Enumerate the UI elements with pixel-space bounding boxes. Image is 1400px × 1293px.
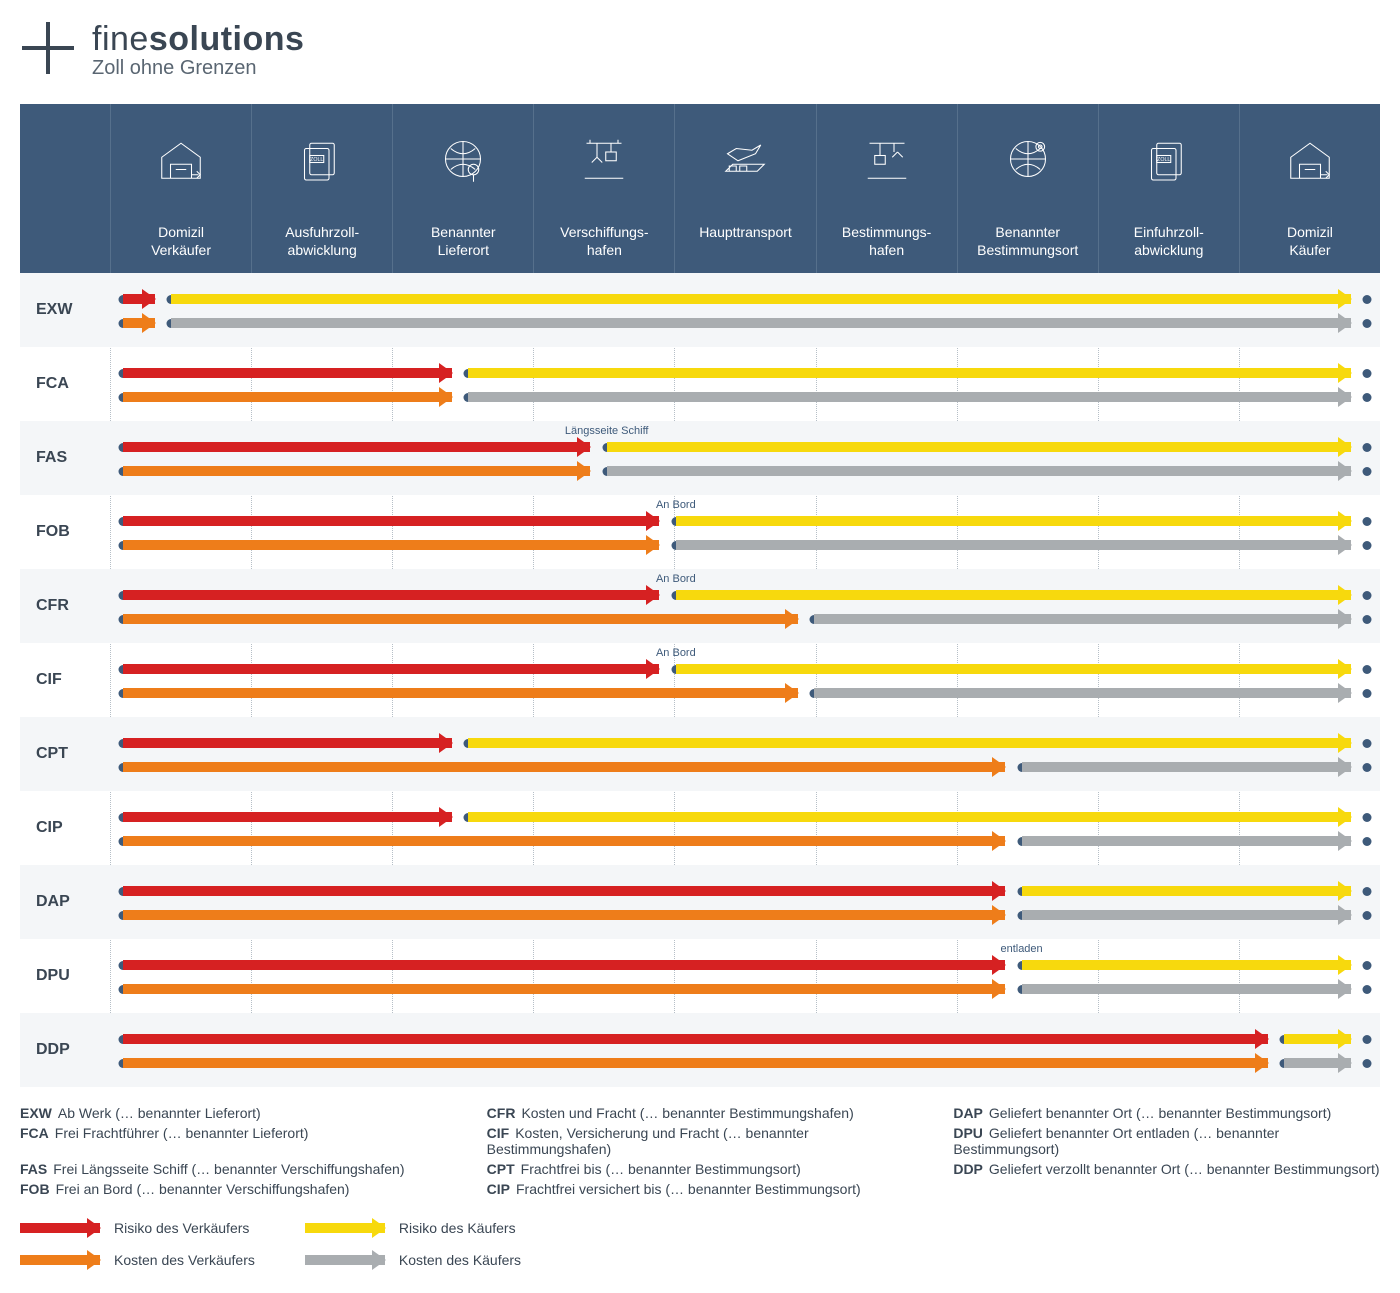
term-row: FOB An Bord xyxy=(20,495,1380,569)
logo-tagline: Zoll ohne Grenzen xyxy=(92,57,304,80)
term-rows: EXWFCAFAS Längsseite Schiff FOB An Bord CFR A… xyxy=(20,273,1380,1087)
column-icon xyxy=(392,104,533,214)
term-code: CIP xyxy=(20,791,110,865)
term-row: CPT xyxy=(20,717,1380,791)
legend-label: Kosten des Verkäufers xyxy=(114,1252,255,1268)
column-label: BenannterLieferort xyxy=(392,214,533,273)
term-code: DAP xyxy=(20,865,110,939)
column-icon xyxy=(674,104,815,214)
term-row: CIF An Bord xyxy=(20,643,1380,717)
term-definition: FOBFrei an Bord (… benannter Verschiffun… xyxy=(20,1181,447,1197)
term-row: DDP xyxy=(20,1013,1380,1087)
term-row: FCA xyxy=(20,347,1380,421)
column-label: Einfuhrzoll-abwicklung xyxy=(1098,214,1239,273)
legend-label: Risiko des Käufers xyxy=(399,1220,516,1236)
legend-label: Risiko des Verkäufers xyxy=(114,1220,249,1236)
term-definition: EXWAb Werk (… benannter Lieferort) xyxy=(20,1105,447,1121)
term-row: EXW xyxy=(20,273,1380,347)
term-code: DPU xyxy=(20,939,110,1013)
column-icon xyxy=(110,104,251,214)
swatch-cost-buyer xyxy=(305,1255,385,1265)
term-definition: CFRKosten und Fracht (… benannter Bestim… xyxy=(487,1105,914,1121)
term-code: EXW xyxy=(20,273,110,347)
column-label: Haupttransport xyxy=(674,214,815,273)
svg-text:ZOLL: ZOLL xyxy=(1157,157,1170,163)
svg-text:ZOLL: ZOLL xyxy=(310,157,323,163)
term-definition: DAPGeliefert benannter Ort (… benannter … xyxy=(953,1105,1380,1121)
column-icon-row: ZOLL ZOLL xyxy=(20,104,1380,214)
term-code: FCA xyxy=(20,347,110,421)
risk-annotation: entladen xyxy=(1000,943,1042,955)
column-label: Verschiffungs-hafen xyxy=(533,214,674,273)
risk-annotation: An Bord xyxy=(656,573,696,585)
column-icon xyxy=(957,104,1098,214)
column-label-row: DomizilVerkäuferAusfuhrzoll-abwicklungBe… xyxy=(20,214,1380,273)
column-label: BenannterBestimmungsort xyxy=(957,214,1098,273)
incoterms-chart: ZOLL ZOLL DomizilVerkäuferAusfuhrzoll-abw… xyxy=(20,104,1380,1087)
term-row: CFR An Bord xyxy=(20,569,1380,643)
logo-mark-icon xyxy=(20,20,78,78)
term-definition xyxy=(953,1181,1380,1197)
term-row: FAS Längsseite Schiff xyxy=(20,421,1380,495)
term-definitions: EXWAb Werk (… benannter Lieferort) CFRKos… xyxy=(20,1105,1380,1197)
column-label: DomizilKäufer xyxy=(1239,214,1380,273)
risk-annotation: An Bord xyxy=(656,499,696,511)
swatch-risk-buyer xyxy=(305,1223,385,1233)
legend-label: Kosten des Käufers xyxy=(399,1252,521,1268)
term-code: CFR xyxy=(20,569,110,643)
logo-wordmark: finesolutions xyxy=(92,20,304,59)
term-code: DDP xyxy=(20,1013,110,1087)
column-label: Bestimmungs-hafen xyxy=(816,214,957,273)
term-row: DPU entladen xyxy=(20,939,1380,1013)
color-legend: Risiko des Verkäufers Risiko des Käufers… xyxy=(20,1215,521,1273)
risk-annotation: Längsseite Schiff xyxy=(565,425,649,437)
term-code: FOB xyxy=(20,495,110,569)
term-row: CIP xyxy=(20,791,1380,865)
swatch-risk-seller xyxy=(20,1223,100,1233)
term-row: DAP xyxy=(20,865,1380,939)
column-label: Ausfuhrzoll-abwicklung xyxy=(251,214,392,273)
swatch-cost-seller xyxy=(20,1255,100,1265)
term-definition: CIFKosten, Versicherung und Fracht (… be… xyxy=(487,1125,914,1157)
term-definition: FASFrei Längsseite Schiff (… benannter V… xyxy=(20,1161,447,1177)
column-icon: ZOLL xyxy=(251,104,392,214)
term-code: FAS xyxy=(20,421,110,495)
column-icon xyxy=(533,104,674,214)
column-label: DomizilVerkäufer xyxy=(110,214,251,273)
term-code: CPT xyxy=(20,717,110,791)
column-icon: ZOLL xyxy=(1098,104,1239,214)
risk-annotation: An Bord xyxy=(656,647,696,659)
term-definition: FCAFrei Frachtführer (… benannter Liefer… xyxy=(20,1125,447,1157)
term-definition: CIPFrachtfrei versichert bis (… benannte… xyxy=(487,1181,914,1197)
term-definition: CPTFrachtfrei bis (… benannter Bestimmun… xyxy=(487,1161,914,1177)
term-definition: DDPGeliefert verzollt benannter Ort (… b… xyxy=(953,1161,1380,1177)
brand-logo: finesolutions Zoll ohne Grenzen xyxy=(20,20,1380,80)
term-definition: DPUGeliefert benannter Ort entladen (… b… xyxy=(953,1125,1380,1157)
column-icon xyxy=(1239,104,1380,214)
term-code: CIF xyxy=(20,643,110,717)
column-icon xyxy=(816,104,957,214)
